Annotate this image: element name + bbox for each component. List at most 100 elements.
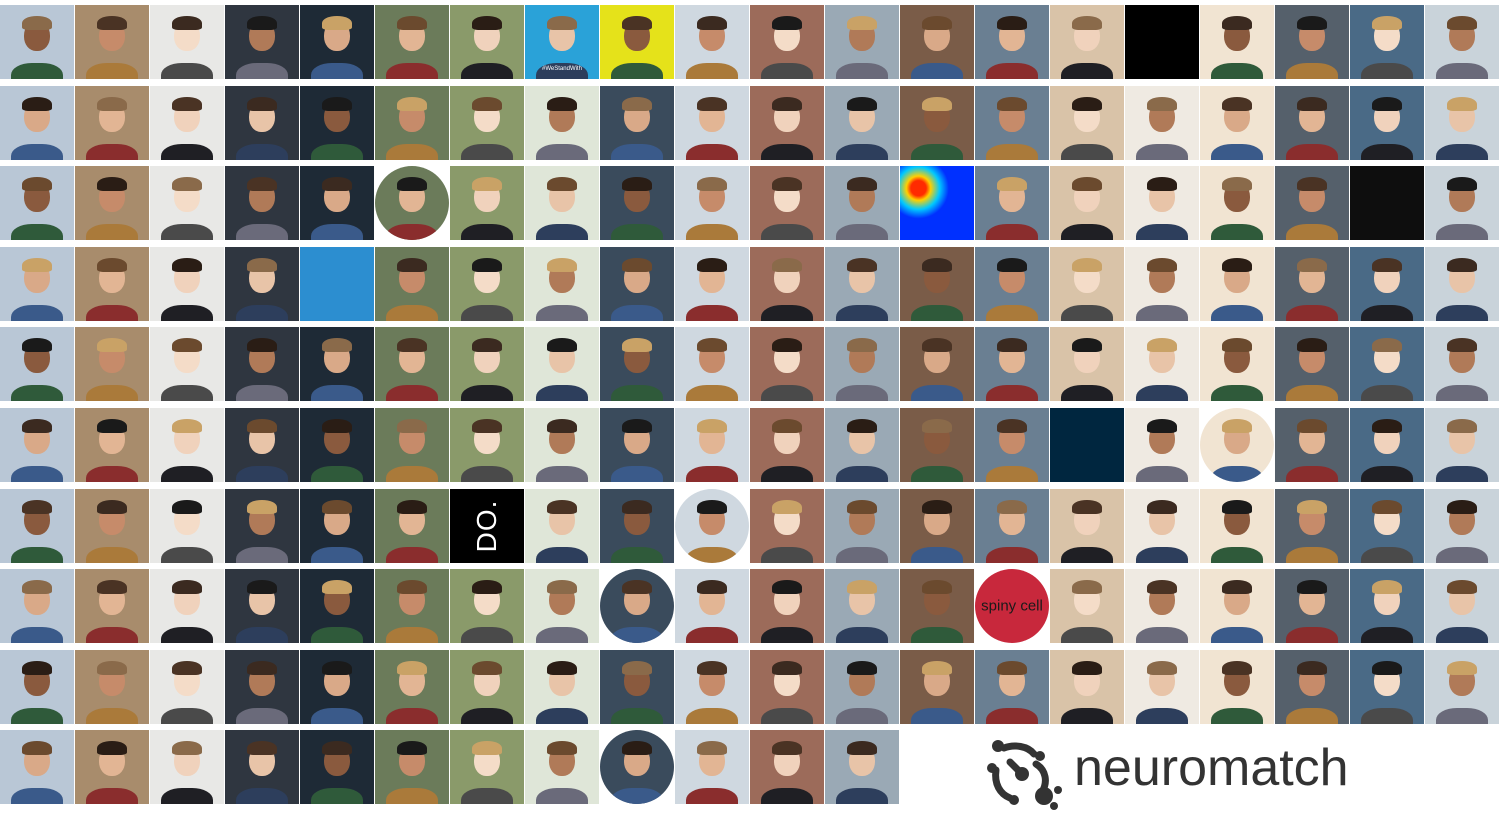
portrait-hair [22,258,52,272]
portrait-hair [1297,500,1327,514]
portrait-hair [397,177,427,191]
portrait-tile [75,650,149,724]
portrait-hair [1147,177,1177,191]
portrait-hair [472,258,502,272]
portrait-tile [300,86,374,160]
portrait-hair [172,258,202,272]
portrait-hair [1447,258,1477,272]
portrait-body [1436,547,1488,563]
portrait-body [836,788,888,804]
portrait-hair [22,16,52,30]
tile-background [1050,408,1124,482]
tile-label: #WeStandWith [542,65,582,72]
portrait-hair [847,419,877,433]
portrait-hair [1222,419,1252,433]
portrait-hair [97,258,127,272]
portrait-body [536,547,588,563]
portrait-hair [1372,419,1402,433]
portrait-hair [697,661,727,675]
portrait-hair [1147,661,1177,675]
portrait-tile [150,86,224,160]
portrait-body [611,63,663,79]
portrait-tile [975,166,1049,240]
portrait-hair [1222,177,1252,191]
portrait-body [1211,627,1263,643]
portrait-tile [675,730,749,804]
portrait-hair [772,500,802,514]
portrait-tile [0,650,74,724]
portrait-tile [1425,166,1499,240]
portrait-tile [0,5,74,79]
portrait-hair [97,16,127,30]
portrait-hair [697,16,727,30]
portrait-tile [0,408,74,482]
portrait-tile [0,569,74,643]
portrait-body [1286,385,1338,401]
portrait-hair [322,177,352,191]
portrait-tile [75,166,149,240]
portrait-tile [0,247,74,321]
portrait-body [161,466,213,482]
portrait-hair [1222,97,1252,111]
portrait-body [536,708,588,724]
portrait-body [686,708,738,724]
portrait-body [1211,63,1263,79]
portrait-body [611,144,663,160]
portrait-hair [247,741,277,755]
portrait-tile [1200,5,1274,79]
portrait-body [311,627,363,643]
portrait-tile [450,730,524,804]
portrait-hair [622,419,652,433]
portrait-hair [697,177,727,191]
portrait-hair [1372,16,1402,30]
portrait-tile [1275,327,1349,401]
portrait-body [1361,63,1413,79]
portrait-body [311,788,363,804]
portrait-hair [847,338,877,352]
portrait-hair [322,338,352,352]
portrait-hair [1072,338,1102,352]
portrait-tile [150,327,224,401]
portrait-tile [900,650,974,724]
portrait-body [311,385,363,401]
tile-label: DO. [471,499,502,553]
portrait-tile [750,247,824,321]
portrait-body [986,224,1038,240]
portrait-body [461,144,513,160]
portrait-hair [322,97,352,111]
portrait-hair [472,97,502,111]
portrait-hair [547,661,577,675]
portrait-hair [547,258,577,272]
portrait-body [236,788,288,804]
portrait-tile [375,327,449,401]
portrait-tile [300,650,374,724]
portrait-tile [375,5,449,79]
portrait-tile [825,247,899,321]
portrait-hair [247,500,277,514]
portrait-body [911,466,963,482]
portrait-mosaic: #WeStandWith DO. spiny cell [0,5,1500,811]
portrait-body [761,385,813,401]
portrait-body [986,305,1038,321]
portrait-hair [1372,97,1402,111]
portrait-tile [675,247,749,321]
portrait-body [1436,466,1488,482]
portrait-tile [450,5,524,79]
portrait-hair [622,580,652,594]
portrait-tile [75,408,149,482]
portrait-tile [1125,166,1199,240]
portrait-tile [1425,86,1499,160]
portrait-hair [772,338,802,352]
portrait-body [236,305,288,321]
portrait-body [761,305,813,321]
portrait-tile [1125,569,1199,643]
portrait-body [11,788,63,804]
portrait-tile [975,408,1049,482]
portrait-hair [922,661,952,675]
portrait-hair [847,16,877,30]
portrait-hair [997,419,1027,433]
portrait-tile [675,166,749,240]
neuron-icon [987,740,1062,810]
portrait-body [536,466,588,482]
portrait-tile [1350,327,1424,401]
